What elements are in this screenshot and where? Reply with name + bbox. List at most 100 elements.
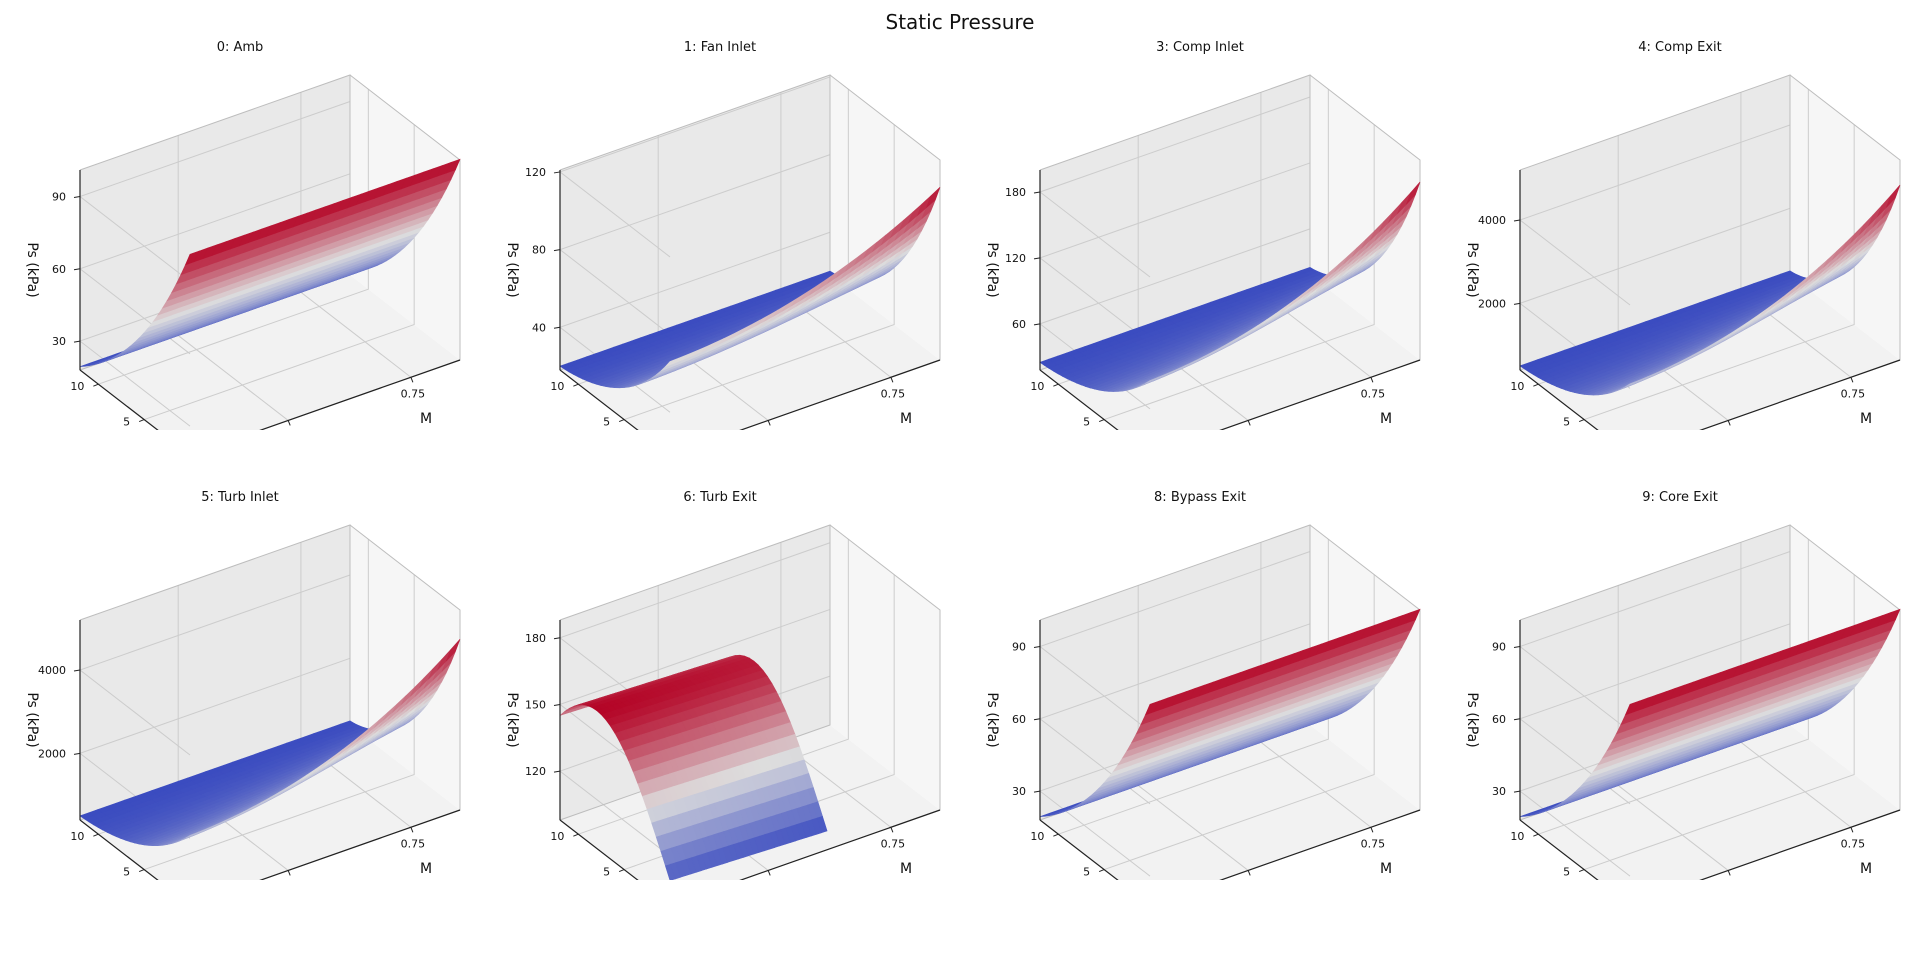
surface-panel: 6: Turb Exit0.500.750510120150180MAltPs … xyxy=(480,450,960,880)
surface-patch xyxy=(926,186,941,208)
ps-tick-label: 2000 xyxy=(1478,297,1506,310)
surface-plot: 0.500.750510306090MAltPs (kPa) xyxy=(24,74,461,430)
ps-axis-label: Ps (kPa) xyxy=(1464,242,1480,297)
ps-tick-label: 60 xyxy=(1012,318,1026,331)
surface-mesh xyxy=(559,654,828,880)
m-tick-label: 0.75 xyxy=(1841,387,1866,400)
panel-title: 4: Comp Exit xyxy=(1638,40,1722,55)
pane-edge xyxy=(1309,74,1421,360)
ps-tick xyxy=(1033,323,1041,326)
m-tick xyxy=(767,420,771,426)
alt-tick-label: 10 xyxy=(1510,380,1524,393)
ps-axis-label: Ps (kPa) xyxy=(504,692,520,747)
ps-tick-label: 30 xyxy=(52,335,66,348)
alt-tick-label: 5 xyxy=(123,416,130,429)
alt-tick-label: 10 xyxy=(70,380,84,393)
ps-tick-label: 120 xyxy=(525,166,546,179)
m-axis-label: M xyxy=(900,861,912,877)
panel-title: 6: Turb Exit xyxy=(683,490,757,505)
pane-edge xyxy=(829,524,941,810)
surface-patch xyxy=(1406,181,1421,205)
surface-mesh xyxy=(79,638,461,847)
alt-tick-label: 5 xyxy=(603,866,610,879)
m-tick-label: 0.75 xyxy=(1361,387,1386,400)
panel-title: 3: Comp Inlet xyxy=(1156,40,1244,55)
surface-mesh xyxy=(1519,184,1901,396)
ps-tick-label: 4000 xyxy=(38,664,66,677)
m-tick xyxy=(1370,377,1374,383)
alt-tick xyxy=(618,419,625,423)
m-tick-label: 0.75 xyxy=(401,387,426,400)
side-pane xyxy=(1790,75,1900,360)
surface-panel: 8: Bypass Exit 0.500.750510306090MAltPs (… xyxy=(960,450,1440,880)
surface-patch xyxy=(445,158,461,174)
m-axis-line xyxy=(739,359,941,430)
m-tick xyxy=(890,377,894,383)
surface-plot: 0.500.75051020004000MAltPs (kPa) xyxy=(1464,74,1901,430)
floor-pane xyxy=(560,275,940,430)
ps-axis-label: Ps (kPa) xyxy=(984,242,1000,297)
alt-tick xyxy=(573,833,579,837)
figure-title: Static Pressure xyxy=(885,10,1035,34)
pane-edge xyxy=(349,524,461,810)
alt-tick-label: 5 xyxy=(603,416,610,429)
m-tick xyxy=(287,420,291,426)
m-axis-label: M xyxy=(420,411,432,427)
m-tick xyxy=(1247,420,1251,426)
m-tick xyxy=(1850,377,1854,383)
alt-tick xyxy=(138,869,145,873)
m-axis-line xyxy=(259,809,461,880)
alt-tick xyxy=(573,383,579,387)
ps-axis-label: Ps (kPa) xyxy=(24,242,40,297)
surface-plot: 0.500.750510306090MAltPs (kPa) xyxy=(984,524,1421,880)
ps-tick-label: 150 xyxy=(525,698,546,711)
alt-tick xyxy=(93,383,99,387)
alt-tick xyxy=(1533,383,1539,387)
m-axis-line xyxy=(1219,359,1421,430)
surface-plot: 0.500.750510120150180MAltPs (kPa) xyxy=(504,524,941,880)
m-axis-label: M xyxy=(1380,411,1392,427)
ps-tick xyxy=(1033,257,1041,260)
surface-patch xyxy=(1886,184,1901,208)
pane-edge xyxy=(1789,74,1901,360)
pane-edge xyxy=(829,74,941,360)
alt-tick xyxy=(93,833,99,837)
ps-tick xyxy=(73,340,81,343)
grid-line-y xyxy=(624,124,895,421)
m-tick xyxy=(890,827,894,833)
surface-plot: 0.500.75051020004000MAltPs (kPa) xyxy=(24,524,461,880)
ps-tick-label: 40 xyxy=(532,321,546,334)
alt-axis-line xyxy=(1519,369,1599,430)
ps-tick xyxy=(1513,219,1521,222)
m-axis-label: M xyxy=(1860,411,1872,427)
surface-plot: 0.500.7505104080120MAltPs (kPa) xyxy=(504,74,941,430)
ps-tick-label: 180 xyxy=(525,632,546,645)
alt-tick xyxy=(1053,383,1059,387)
surface-patch xyxy=(816,815,828,834)
m-tick xyxy=(767,870,771,876)
alt-tick xyxy=(138,419,145,423)
alt-axis-line xyxy=(1039,369,1119,430)
m-tick-label: 0.75 xyxy=(401,837,426,850)
m-tick-label: 0.75 xyxy=(881,387,906,400)
floor-pane xyxy=(1040,275,1420,430)
panel-title: 8: Bypass Exit xyxy=(1154,490,1246,505)
ps-axis-label: Ps (kPa) xyxy=(24,692,40,747)
ps-tick-label: 180 xyxy=(1005,186,1026,199)
alt-tick-label: 10 xyxy=(1030,380,1044,393)
ps-tick xyxy=(73,752,81,755)
ps-tick xyxy=(1513,302,1521,305)
grid-line-y xyxy=(144,574,415,871)
panel-title: 0: Amb xyxy=(216,40,264,55)
side-pane xyxy=(1310,75,1420,360)
ps-tick-label: 90 xyxy=(52,191,66,204)
alt-tick-label: 5 xyxy=(1563,416,1570,429)
ps-tick-label: 2000 xyxy=(38,747,66,760)
ps-tick xyxy=(553,703,561,706)
surface-mesh xyxy=(559,186,941,389)
m-axis-label: M xyxy=(900,411,912,427)
alt-tick xyxy=(1098,419,1105,423)
